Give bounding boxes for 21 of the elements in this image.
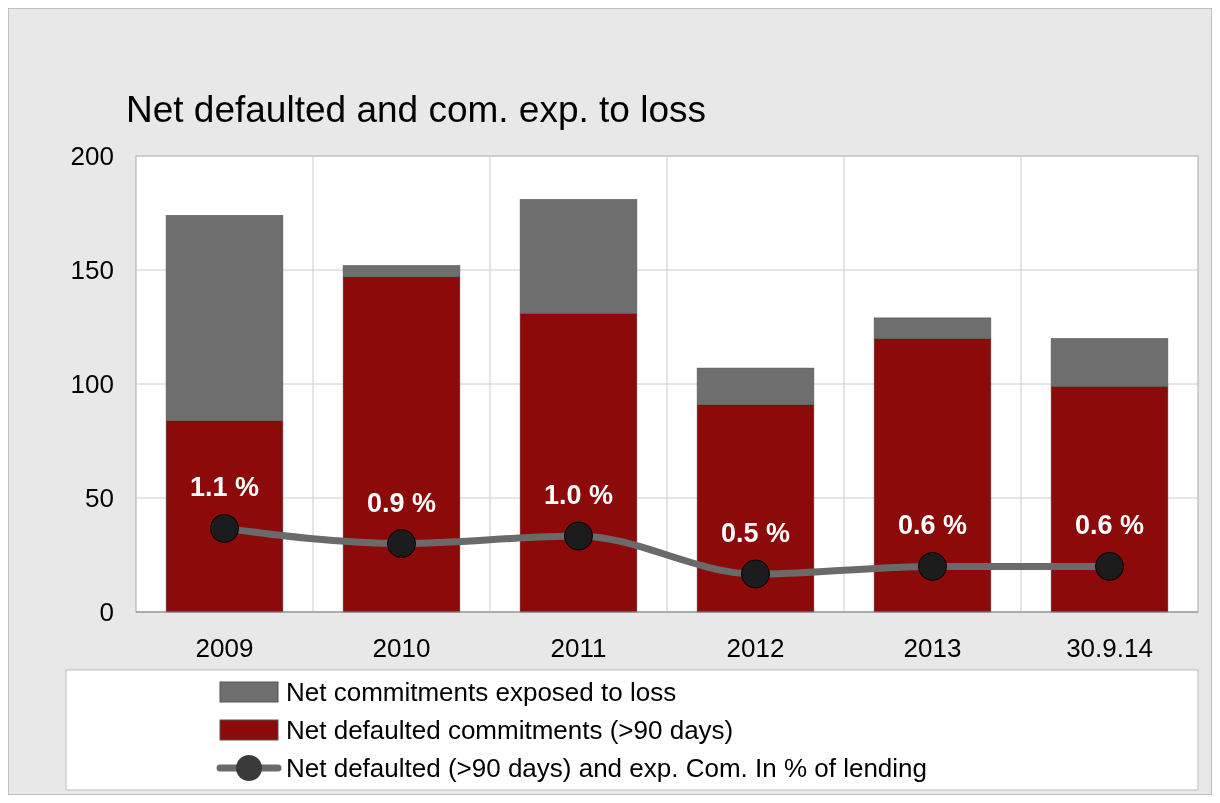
- x-tick-label: 2010: [372, 633, 431, 663]
- data-label: 0.9 %: [366, 487, 437, 518]
- y-tick-label: 0: [99, 597, 114, 627]
- x-tick-label: 2011: [550, 633, 607, 663]
- data-label: 0.5 %: [720, 518, 791, 548]
- legend-label: Net defaulted (>90 days) and exp. Com. In % of lending: [286, 753, 927, 783]
- data-label: 0.6 %: [1074, 510, 1145, 541]
- y-tick-label: 200: [70, 141, 114, 171]
- x-tick-label: 30.9.14: [1066, 633, 1153, 663]
- legend-label: Net commitments exposed to loss: [286, 677, 677, 707]
- data-label: 1.0 %: [543, 480, 614, 510]
- y-tick-label: 100: [70, 369, 114, 399]
- x-tick-label: 2013: [903, 633, 962, 663]
- chart-title: Net defaulted and com. exp. to loss: [126, 89, 707, 130]
- data-label: 1.1 %: [189, 472, 260, 503]
- x-tick-label: 2012: [726, 633, 785, 663]
- y-tick-label: 50: [85, 483, 114, 513]
- legend-label: Net defaulted commitments (>90 days): [286, 715, 734, 745]
- y-tick-label: 150: [70, 255, 114, 285]
- x-tick-label: 2009: [195, 633, 254, 663]
- data-label: 0.6 %: [897, 510, 968, 541]
